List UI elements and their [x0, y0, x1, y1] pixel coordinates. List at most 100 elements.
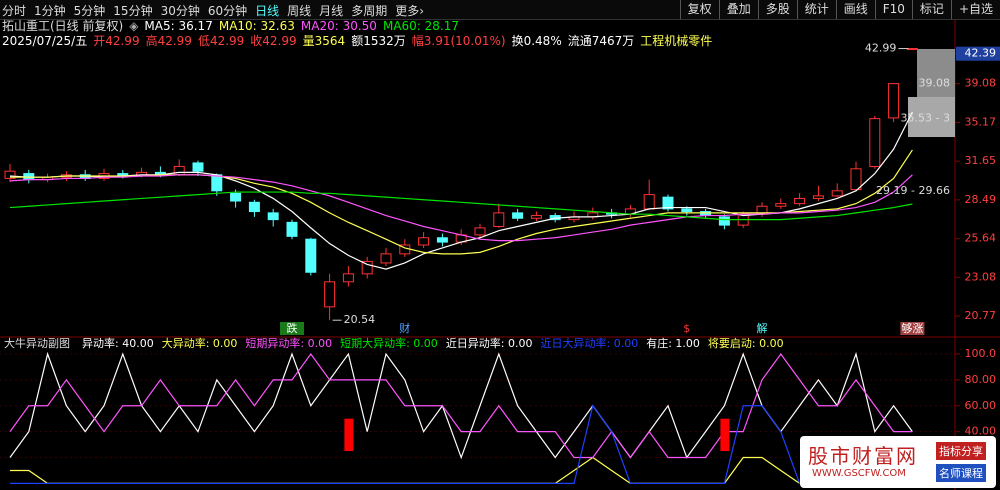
toolbar-tab[interactable]: 日线	[255, 4, 280, 18]
toolbar-tab[interactable]: 分时	[2, 4, 27, 18]
projection-box	[917, 49, 955, 97]
toolbar-tab[interactable]: 5分钟	[73, 4, 106, 18]
candle-body	[700, 211, 712, 217]
info-panel: 拓山重工(日线 前复权) ◈ MA5: 36.17 MA10: 32.63 MA20: …	[2, 19, 712, 49]
signal-marker: $	[683, 322, 690, 335]
toolbar-tab[interactable]: 30分钟	[160, 4, 200, 18]
toolbar-tab[interactable]: 1分钟	[34, 4, 66, 18]
series-line	[9, 111, 913, 270]
candle-body	[267, 212, 279, 221]
candle-body	[192, 162, 204, 172]
quote-field: 量3564	[302, 34, 346, 48]
legend-entry: 大异动率: 0.00	[162, 336, 238, 350]
candle-body	[869, 118, 881, 167]
toolbar-button[interactable]: 复权	[679, 0, 719, 19]
toolbar-button[interactable]: +自选	[950, 0, 1000, 19]
quote-field: 收42.99	[250, 34, 297, 48]
quote-field: 额1532万	[351, 34, 406, 48]
candle-body	[775, 203, 787, 207]
marker-bg	[674, 322, 699, 335]
y-tick-label: 23.08	[965, 270, 997, 283]
candle-body	[794, 197, 806, 205]
toolbar-button[interactable]: 叠加	[718, 0, 758, 19]
stock-name: 拓山重工(日线 前复权)	[2, 19, 124, 33]
ma-legend: MA60: 28.17	[382, 19, 459, 33]
candle-body	[4, 170, 16, 179]
legend-entry: 短期大异动率: 0.00	[340, 336, 438, 350]
toolbar-button[interactable]: 标记	[911, 0, 951, 19]
toolbar-tab[interactable]: 多周期	[351, 4, 388, 18]
y-tick-label: 31.65	[965, 154, 997, 167]
quote-field: 开42.99	[93, 34, 140, 48]
series-line	[9, 191, 913, 221]
toolbar-button[interactable]: 统计	[796, 0, 836, 19]
signal-marker: 够涨	[901, 322, 923, 335]
candle-body	[643, 194, 655, 210]
watermark: 股市财富网 WWW.GSCFW.COM 指标分享 名师课程	[800, 436, 996, 488]
toolbar: 分时 1分钟 5分钟 15分钟 30分钟 60分钟 日线 周线 月线 多周期 更多› 复权 叠加 多股 统计…	[0, 0, 1000, 20]
y-tick-label: 20.77	[965, 309, 997, 322]
series-line	[9, 174, 913, 242]
candle-body	[173, 165, 185, 176]
marker-bg	[392, 322, 417, 335]
signal-marker: 解	[757, 321, 768, 335]
projection-box	[908, 97, 955, 137]
candle-body	[380, 253, 392, 264]
series-line	[10, 404, 913, 485]
y-tick-label: 100.0	[965, 347, 997, 360]
candle-body	[324, 281, 336, 308]
signal-bar	[720, 418, 730, 452]
annotation: 39.08	[919, 77, 951, 90]
toolbar-button[interactable]: 画线	[835, 0, 875, 19]
candle-body	[342, 273, 354, 283]
candle-body	[718, 216, 730, 226]
quote-field: 流通7467万	[567, 34, 635, 48]
candle-body	[474, 227, 486, 236]
watermark-name: 股市财富网	[808, 444, 918, 468]
toolbar-button[interactable]: F10	[874, 0, 912, 19]
annotation: 42.99	[865, 42, 897, 55]
y-tick-label: 80.00	[965, 373, 997, 386]
series-line	[9, 352, 913, 459]
legend-entry: 近日异动率: 0.00	[446, 336, 533, 350]
candle-body	[436, 237, 448, 243]
series-line	[10, 149, 913, 255]
candle-body	[850, 168, 862, 191]
quote-field: 2025/07/25/五	[2, 34, 88, 48]
quote-field: 工程机械零件	[640, 34, 713, 48]
ma-legend: MA20: 30.50	[300, 19, 377, 33]
tick-highlight	[956, 46, 1000, 61]
toolbar-tab[interactable]: 更多›	[395, 4, 425, 18]
legend-entry: 异动率: 40.00	[82, 336, 154, 350]
toolbar-tab[interactable]: 15分钟	[113, 4, 153, 18]
candle-body	[512, 212, 524, 219]
candle-body	[305, 238, 317, 273]
candle-body	[662, 196, 674, 210]
indicator-title: 大牛异动副图	[4, 336, 70, 350]
y-tick-label: 35.17	[965, 115, 997, 128]
y-tick-label: 39.08	[965, 77, 997, 90]
watermark-tag: 名师课程	[936, 464, 986, 482]
annotation: 35.53 - 3	[901, 112, 950, 125]
watermark-url: WWW.GSCFW.COM	[812, 468, 906, 479]
marker-bg	[750, 322, 774, 335]
annotation: 20.54	[344, 313, 376, 326]
candle-body	[812, 195, 824, 199]
candle-body	[493, 212, 505, 227]
quote-field: 高42.99	[145, 34, 192, 48]
quote-field: 幅3.91(10.01%)	[411, 34, 506, 48]
indicator-legend: 异动率: 40.00 大异动率: 0.00 短期异动率: 0.00 短期大异动率: 0…	[82, 336, 784, 350]
annotation: 29.19 - 29.66	[876, 184, 950, 197]
toolbar-tab[interactable]: 60分钟	[207, 4, 248, 18]
quote-field: 低42.99	[197, 34, 245, 48]
quote-field: 换0.48%	[511, 34, 562, 48]
toolbar-tab[interactable]: 周线	[287, 4, 312, 18]
toolbar-tab[interactable]: 月线	[319, 4, 344, 18]
candle-body	[211, 174, 223, 192]
toolbar-button[interactable]: 多股	[757, 0, 797, 19]
watermark-tag: 指标分享	[936, 442, 986, 460]
legend-entry: 近日大异动率: 0.00	[541, 336, 639, 350]
candle-body	[230, 192, 242, 202]
